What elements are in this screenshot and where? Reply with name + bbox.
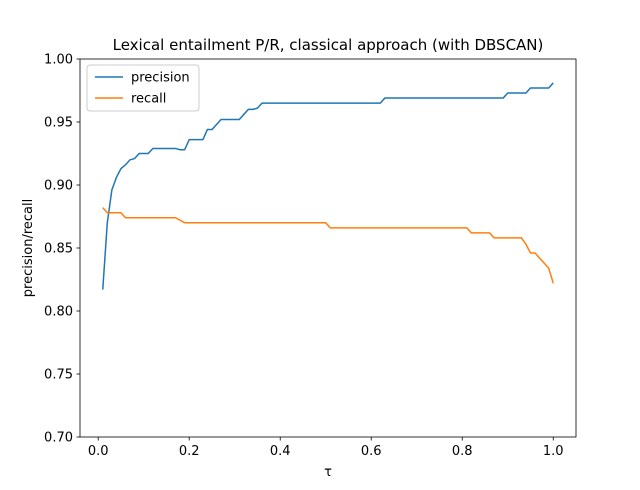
- plot-area: 0.0 0.2 0.4 0.6 0.8 1.0 0.70 0.75 0.80 0.85 0.90 0.…: [44, 53, 577, 459]
- x-tick-label: 0.6: [361, 444, 382, 459]
- y-tick-label: 0.75: [44, 368, 73, 383]
- legend-label-precision: precision: [131, 71, 190, 86]
- x-tick-label: 0.0: [88, 444, 109, 459]
- x-tick-label: 0.2: [179, 444, 200, 459]
- x-tick-label: 0.8: [452, 444, 473, 459]
- y-tick-label: 1.00: [44, 53, 73, 68]
- x-tick-label: 0.4: [270, 444, 291, 459]
- legend: precision recall: [86, 64, 200, 112]
- series-line-precision: [102, 82, 554, 290]
- series-line-recall: [102, 207, 554, 284]
- y-axis-label: precision/recall: [21, 199, 36, 297]
- y-tick-label: 0.95: [44, 116, 73, 131]
- chart-title: Lexical entailment P/R, classical approa…: [113, 36, 544, 54]
- x-axis-label: τ: [324, 465, 332, 480]
- y-tick-label: 0.80: [44, 305, 73, 320]
- y-tick-label: 0.85: [44, 242, 73, 257]
- x-tick-label: 1.0: [543, 444, 564, 459]
- y-tick-label: 0.70: [44, 431, 73, 446]
- legend-label-recall: recall: [131, 92, 166, 107]
- axes-frame: [79, 58, 577, 438]
- y-tick-label: 0.90: [44, 179, 73, 194]
